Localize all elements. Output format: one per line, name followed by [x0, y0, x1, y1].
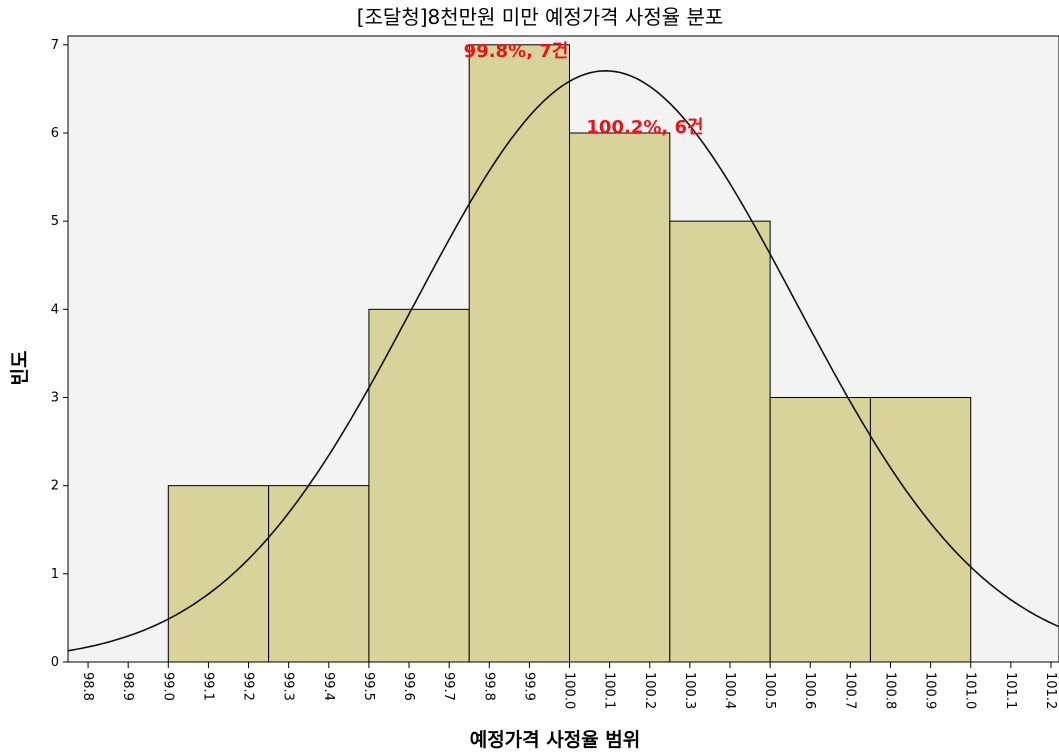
bar: [368, 308, 470, 663]
annotation: 99.8%, 7건: [464, 41, 569, 62]
y-axis-label: 빈도: [9, 351, 31, 386]
y-tick-label: 6: [51, 126, 59, 141]
x-tick-label: 99.5: [361, 672, 376, 701]
y-tick-label: 5: [51, 214, 59, 229]
x-tick-label: 99.6: [401, 672, 416, 701]
x-tick-label: 100.7: [842, 672, 857, 709]
x-tick-label: 99.3: [281, 672, 296, 701]
y-tick-label: 7: [51, 38, 59, 53]
bar: [569, 132, 671, 663]
x-axis-label: 예정가격 사정율 범위: [470, 729, 641, 751]
y-tick-label: 0: [51, 655, 59, 670]
annotation: 100.2%, 6건: [586, 117, 703, 138]
y-tick-label: 1: [51, 567, 59, 582]
bar: [167, 485, 270, 663]
x-tick-label: 100.5: [762, 672, 777, 709]
x-tick-label: 99.8: [481, 672, 496, 701]
x-tick-label: 99.7: [441, 672, 456, 701]
x-tick-label: 100.3: [682, 672, 697, 709]
bar: [468, 44, 571, 663]
x-tick-label: 99.4: [321, 672, 336, 701]
x-tick-label: 100.2: [642, 672, 657, 709]
bar: [769, 396, 871, 663]
x-tick-label: 99.9: [521, 672, 536, 701]
x-tick-label: 99.1: [200, 672, 215, 701]
x-tick-label: 101.2: [1043, 672, 1058, 709]
x-tick-label: 101.0: [963, 672, 978, 709]
bar: [869, 396, 972, 663]
x-tick-label: 99.2: [241, 672, 256, 701]
x-tick-label: 98.8: [80, 672, 95, 701]
y-tick-label: 2: [51, 479, 59, 494]
bar: [669, 220, 771, 663]
x-tick-label: 99.0: [160, 672, 175, 701]
x-tick-label: 100.1: [602, 672, 617, 709]
x-tick-label: 100.8: [882, 672, 897, 709]
x-tick-label: 98.9: [120, 672, 135, 701]
x-tick-label: 100.6: [802, 672, 817, 709]
x-tick-label: 101.1: [1003, 672, 1018, 709]
y-tick-label: 3: [51, 390, 59, 405]
x-tick-label: 100.4: [722, 672, 737, 709]
bar: [268, 485, 370, 663]
normal-curve: [67, 69, 1059, 652]
x-tick-label: 100.9: [923, 672, 938, 709]
y-tick-label: 4: [51, 302, 59, 317]
x-tick-label: 100.0: [562, 672, 577, 709]
chart-title: [조달청]8천만원 미만 예정가격 사정율 분포: [357, 5, 724, 29]
